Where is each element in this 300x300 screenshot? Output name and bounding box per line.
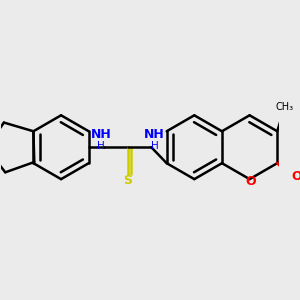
Text: H: H <box>151 141 158 151</box>
Text: S: S <box>123 174 132 187</box>
Text: NH: NH <box>90 128 111 141</box>
Text: O: O <box>246 176 256 188</box>
Text: CH₃: CH₃ <box>275 102 293 112</box>
Text: NH: NH <box>144 128 165 141</box>
Text: O: O <box>292 170 300 183</box>
Text: H: H <box>97 141 105 151</box>
